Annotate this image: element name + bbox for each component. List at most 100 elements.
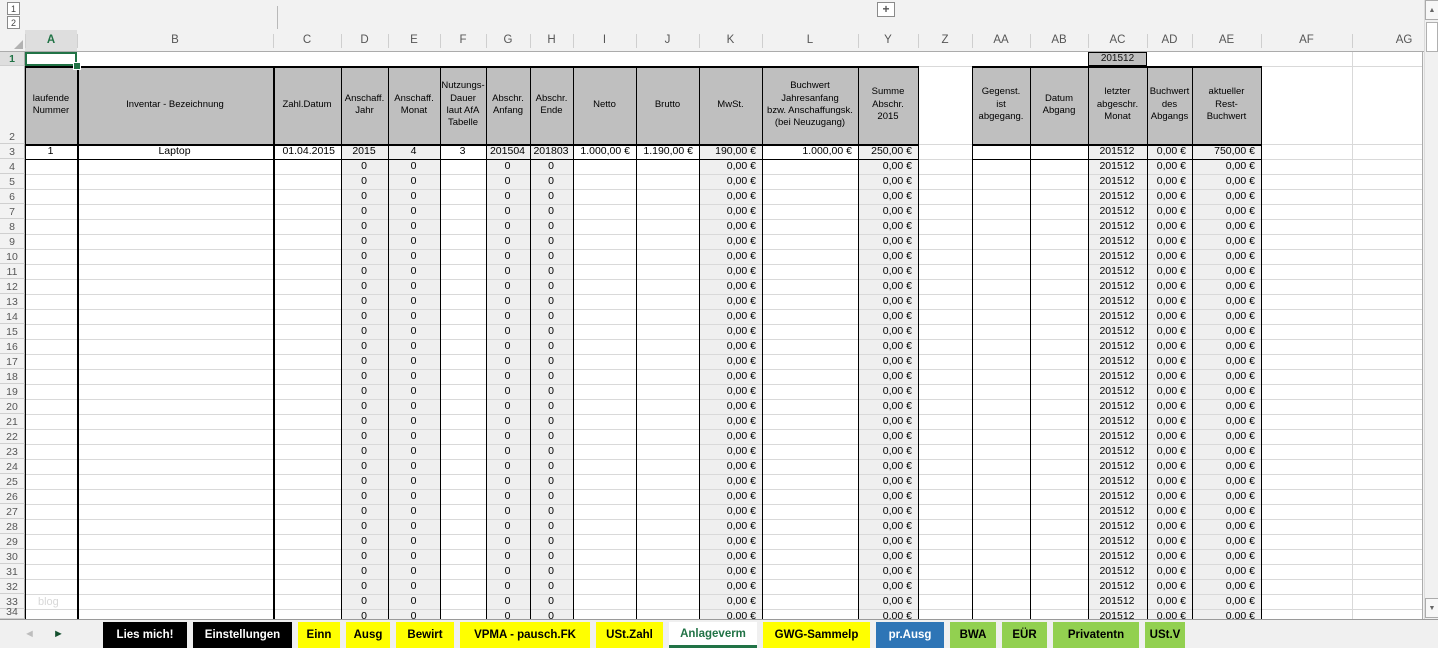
- cell-K13[interactable]: 0,00 €: [726, 295, 756, 307]
- column-header-D[interactable]: D: [360, 34, 369, 46]
- cell-E10[interactable]: 0: [410, 250, 417, 262]
- cell-AE28[interactable]: 0,00 €: [1225, 520, 1255, 532]
- cell-E28[interactable]: 0: [410, 520, 417, 532]
- cell-AE5[interactable]: 0,00 €: [1225, 175, 1255, 187]
- row-header-28[interactable]: 28: [0, 519, 25, 534]
- cell-AD34[interactable]: 0,00 €: [1156, 610, 1186, 619]
- cell-AD31[interactable]: 0,00 €: [1156, 565, 1186, 577]
- column-header-AF[interactable]: AF: [1299, 34, 1314, 46]
- cell-E5[interactable]: 0: [410, 175, 417, 187]
- cell-D8[interactable]: 0: [361, 220, 367, 232]
- row-header-14[interactable]: 14: [0, 309, 25, 324]
- cell-AE25[interactable]: 0,00 €: [1225, 475, 1255, 487]
- cell-G15[interactable]: 0: [504, 325, 511, 337]
- header-cell-L[interactable]: Buchwert Jahresanfang bzw. Anschaffungsk…: [762, 66, 858, 144]
- cell-H3[interactable]: 201803: [533, 145, 569, 157]
- cell-AD32[interactable]: 0,00 €: [1156, 580, 1186, 592]
- cell-Y32[interactable]: 0,00 €: [882, 580, 912, 592]
- cell-D27[interactable]: 0: [361, 505, 367, 517]
- cell-D20[interactable]: 0: [361, 400, 367, 412]
- cell-G22[interactable]: 0: [504, 430, 511, 442]
- cell-G18[interactable]: 0: [504, 370, 511, 382]
- cell-G14[interactable]: 0: [504, 310, 511, 322]
- header-cell-H[interactable]: Abschr. Ende: [530, 66, 573, 144]
- cell-Y26[interactable]: 0,00 €: [882, 490, 912, 502]
- cell-AE24[interactable]: 0,00 €: [1225, 460, 1255, 472]
- row-header-2[interactable]: 2: [0, 66, 25, 144]
- cell-E19[interactable]: 0: [410, 385, 417, 397]
- cell-D7[interactable]: 0: [361, 205, 367, 217]
- sheet-tab-ust-zahl[interactable]: USt.Zahl: [596, 622, 663, 648]
- cell-AE13[interactable]: 0,00 €: [1225, 295, 1255, 307]
- cell-Y20[interactable]: 0,00 €: [882, 400, 912, 412]
- column-header-J[interactable]: J: [664, 34, 671, 46]
- cell-E17[interactable]: 0: [410, 355, 417, 367]
- row-header-8[interactable]: 8: [0, 219, 25, 234]
- cell-K31[interactable]: 0,00 €: [726, 565, 756, 577]
- cell-H24[interactable]: 0: [548, 460, 554, 472]
- column-header-AG[interactable]: AG: [1395, 34, 1413, 46]
- cell-Y31[interactable]: 0,00 €: [882, 565, 912, 577]
- sheet-tab-bwa[interactable]: BWA: [950, 622, 996, 648]
- cell-H10[interactable]: 0: [548, 250, 554, 262]
- cell-AE34[interactable]: 0,00 €: [1225, 610, 1255, 619]
- cell-AC14[interactable]: 201512: [1099, 310, 1135, 322]
- tab-nav-right-icon[interactable]: ►: [53, 628, 64, 640]
- select-all-corner[interactable]: [0, 30, 25, 51]
- sheet-tab-einn[interactable]: Einn: [298, 622, 340, 648]
- cell-D19[interactable]: 0: [361, 385, 367, 397]
- cell-D28[interactable]: 0: [361, 520, 367, 532]
- row-header-10[interactable]: 10: [0, 249, 25, 264]
- cell-E6[interactable]: 0: [410, 190, 417, 202]
- cell-AC32[interactable]: 201512: [1099, 580, 1135, 592]
- cell-H31[interactable]: 0: [548, 565, 554, 577]
- cell-AD11[interactable]: 0,00 €: [1156, 265, 1186, 277]
- cell-E20[interactable]: 0: [410, 400, 417, 412]
- cell-G23[interactable]: 0: [504, 445, 511, 457]
- cell-D15[interactable]: 0: [361, 325, 367, 337]
- cell-AE6[interactable]: 0,00 €: [1225, 190, 1255, 202]
- cell-H23[interactable]: 0: [548, 445, 554, 457]
- cell-K25[interactable]: 0,00 €: [726, 475, 756, 487]
- cell-K24[interactable]: 0,00 €: [726, 460, 756, 472]
- header-cell-I[interactable]: Netto: [573, 66, 636, 144]
- cell-AD26[interactable]: 0,00 €: [1156, 490, 1186, 502]
- cell-H7[interactable]: 0: [548, 205, 554, 217]
- cell-H9[interactable]: 0: [548, 235, 554, 247]
- column-header-AC[interactable]: AC: [1109, 34, 1126, 46]
- row-header-26[interactable]: 26: [0, 489, 25, 504]
- cell-AC7[interactable]: 201512: [1099, 205, 1135, 217]
- cell-D11[interactable]: 0: [361, 265, 367, 277]
- cell-AD20[interactable]: 0,00 €: [1156, 400, 1186, 412]
- cell-AD16[interactable]: 0,00 €: [1156, 340, 1186, 352]
- cell-K14[interactable]: 0,00 €: [726, 310, 756, 322]
- cell-I3[interactable]: 1.000,00 €: [580, 145, 630, 157]
- cell-AC12[interactable]: 201512: [1099, 280, 1135, 292]
- cell-K33[interactable]: 0,00 €: [726, 595, 756, 607]
- row-header-12[interactable]: 12: [0, 279, 25, 294]
- cell-AE17[interactable]: 0,00 €: [1225, 355, 1255, 367]
- cell-Y21[interactable]: 0,00 €: [882, 415, 912, 427]
- cell-K18[interactable]: 0,00 €: [726, 370, 756, 382]
- header-cell-E[interactable]: Anschaff. Monat: [388, 66, 440, 144]
- cell-H34[interactable]: 0: [548, 610, 554, 619]
- cell-D23[interactable]: 0: [361, 445, 367, 457]
- row-header-16[interactable]: 16: [0, 339, 25, 354]
- cell-D21[interactable]: 0: [361, 415, 367, 427]
- cell-AC30[interactable]: 201512: [1099, 550, 1135, 562]
- cell-AC34[interactable]: 201512: [1099, 610, 1135, 619]
- cell-AD10[interactable]: 0,00 €: [1156, 250, 1186, 262]
- scroll-up-button[interactable]: ▲: [1425, 0, 1438, 20]
- header-cell-G[interactable]: Abschr. Anfang: [486, 66, 530, 144]
- cell-E7[interactable]: 0: [410, 205, 417, 217]
- row-header-20[interactable]: 20: [0, 399, 25, 414]
- header-cell-AA[interactable]: Gegenst. ist abgegang.: [972, 66, 1030, 144]
- cell-AC3[interactable]: 201512: [1099, 145, 1135, 157]
- cell-AE32[interactable]: 0,00 €: [1225, 580, 1255, 592]
- cell-H8[interactable]: 0: [548, 220, 554, 232]
- cell-H13[interactable]: 0: [548, 295, 554, 307]
- cell-H18[interactable]: 0: [548, 370, 554, 382]
- cell-G24[interactable]: 0: [504, 460, 511, 472]
- cell-AC13[interactable]: 201512: [1099, 295, 1135, 307]
- cell-G28[interactable]: 0: [504, 520, 511, 532]
